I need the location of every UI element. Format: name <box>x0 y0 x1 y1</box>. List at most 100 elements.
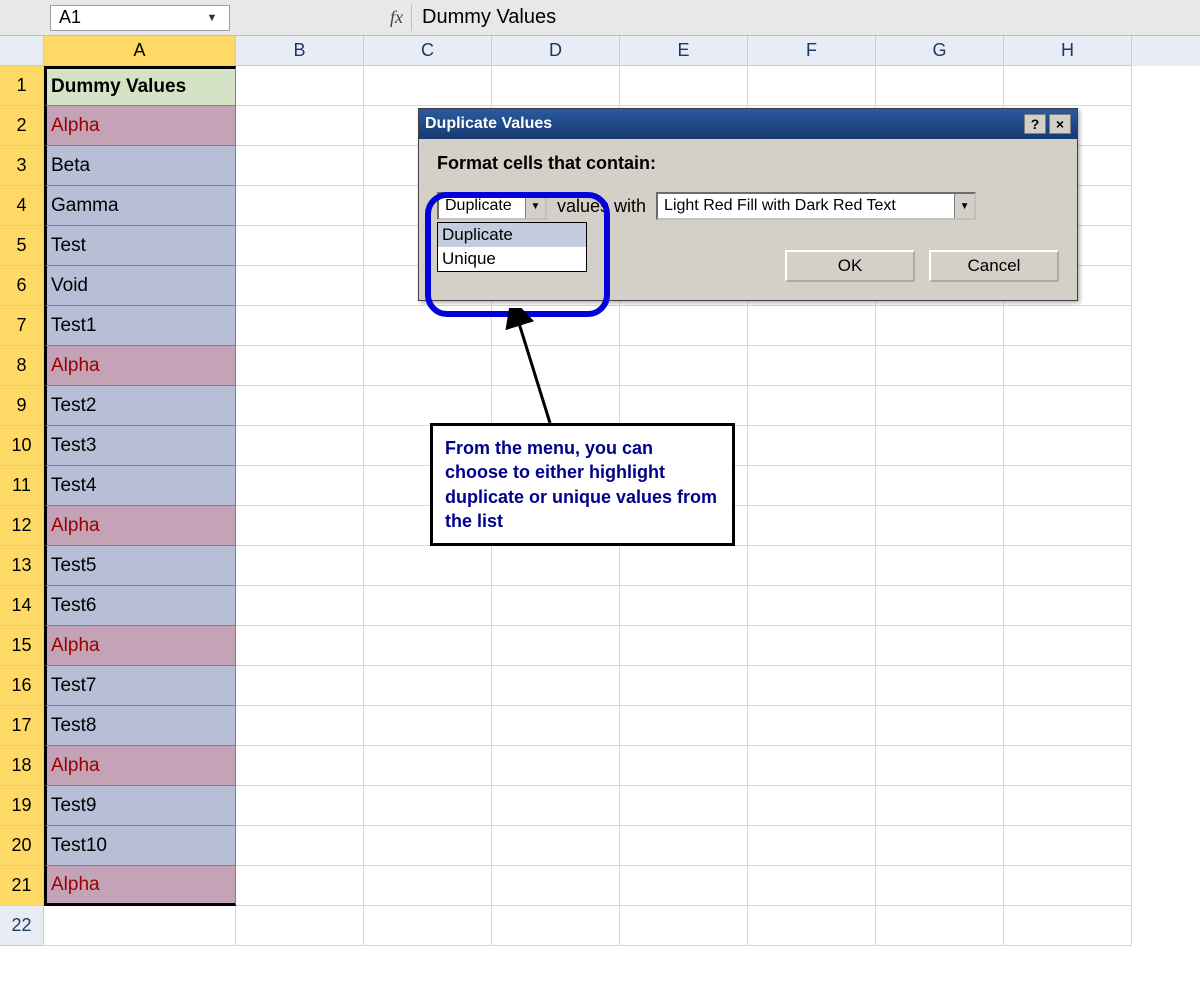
cell-H10[interactable] <box>1004 426 1132 466</box>
cell-A2[interactable]: Alpha <box>44 106 236 146</box>
cell-D17[interactable] <box>492 706 620 746</box>
cell-H15[interactable] <box>1004 626 1132 666</box>
cell-D13[interactable] <box>492 546 620 586</box>
row-header-14[interactable]: 14 <box>0 586 44 626</box>
type-dropdown-list[interactable]: Duplicate Unique <box>437 222 587 272</box>
cell-F7[interactable] <box>748 306 876 346</box>
cell-A9[interactable]: Test2 <box>44 386 236 426</box>
cell-C15[interactable] <box>364 626 492 666</box>
cell-E8[interactable] <box>620 346 748 386</box>
cell-G19[interactable] <box>876 786 1004 826</box>
cell-G18[interactable] <box>876 746 1004 786</box>
cell-G11[interactable] <box>876 466 1004 506</box>
column-header-D[interactable]: D <box>492 36 620 66</box>
row-header-17[interactable]: 17 <box>0 706 44 746</box>
cell-D7[interactable] <box>492 306 620 346</box>
cell-A3[interactable]: Beta <box>44 146 236 186</box>
row-header-8[interactable]: 8 <box>0 346 44 386</box>
cell-A21[interactable]: Alpha <box>44 866 236 906</box>
cell-B22[interactable] <box>236 906 364 946</box>
cell-E19[interactable] <box>620 786 748 826</box>
cell-G22[interactable] <box>876 906 1004 946</box>
cell-D21[interactable] <box>492 866 620 906</box>
cell-D16[interactable] <box>492 666 620 706</box>
cell-G1[interactable] <box>876 66 1004 106</box>
cell-A7[interactable]: Test1 <box>44 306 236 346</box>
cell-F16[interactable] <box>748 666 876 706</box>
cell-D19[interactable] <box>492 786 620 826</box>
row-header-7[interactable]: 7 <box>0 306 44 346</box>
cell-A17[interactable]: Test8 <box>44 706 236 746</box>
cell-H19[interactable] <box>1004 786 1132 826</box>
dialog-help-button[interactable]: ? <box>1024 114 1046 134</box>
row-header-4[interactable]: 4 <box>0 186 44 226</box>
cell-H8[interactable] <box>1004 346 1132 386</box>
cell-B19[interactable] <box>236 786 364 826</box>
cell-H14[interactable] <box>1004 586 1132 626</box>
row-header-16[interactable]: 16 <box>0 666 44 706</box>
cell-C21[interactable] <box>364 866 492 906</box>
row-header-15[interactable]: 15 <box>0 626 44 666</box>
type-option-duplicate[interactable]: Duplicate <box>438 223 586 247</box>
cell-H22[interactable] <box>1004 906 1132 946</box>
column-header-F[interactable]: F <box>748 36 876 66</box>
cell-F22[interactable] <box>748 906 876 946</box>
cell-B20[interactable] <box>236 826 364 866</box>
column-header-E[interactable]: E <box>620 36 748 66</box>
cell-A5[interactable]: Test <box>44 226 236 266</box>
cell-B8[interactable] <box>236 346 364 386</box>
cell-E21[interactable] <box>620 866 748 906</box>
cell-G17[interactable] <box>876 706 1004 746</box>
cell-A1[interactable]: Dummy Values <box>44 66 236 106</box>
cell-C1[interactable] <box>364 66 492 106</box>
cell-B17[interactable] <box>236 706 364 746</box>
cell-E9[interactable] <box>620 386 748 426</box>
cell-G8[interactable] <box>876 346 1004 386</box>
cell-B21[interactable] <box>236 866 364 906</box>
cell-A4[interactable]: Gamma <box>44 186 236 226</box>
row-header-3[interactable]: 3 <box>0 146 44 186</box>
fx-icon[interactable]: fx <box>390 5 412 31</box>
cell-H7[interactable] <box>1004 306 1132 346</box>
row-header-6[interactable]: 6 <box>0 266 44 306</box>
cell-B10[interactable] <box>236 426 364 466</box>
cancel-button[interactable]: Cancel <box>929 250 1059 282</box>
row-header-11[interactable]: 11 <box>0 466 44 506</box>
row-header-13[interactable]: 13 <box>0 546 44 586</box>
cell-F19[interactable] <box>748 786 876 826</box>
cell-G12[interactable] <box>876 506 1004 546</box>
cell-F11[interactable] <box>748 466 876 506</box>
cell-B18[interactable] <box>236 746 364 786</box>
column-header-H[interactable]: H <box>1004 36 1132 66</box>
cell-C8[interactable] <box>364 346 492 386</box>
row-header-2[interactable]: 2 <box>0 106 44 146</box>
cell-C7[interactable] <box>364 306 492 346</box>
cell-A15[interactable]: Alpha <box>44 626 236 666</box>
cell-B6[interactable] <box>236 266 364 306</box>
chevron-down-icon[interactable]: ▼ <box>954 194 974 218</box>
column-header-C[interactable]: C <box>364 36 492 66</box>
cell-E15[interactable] <box>620 626 748 666</box>
cell-G9[interactable] <box>876 386 1004 426</box>
cell-D8[interactable] <box>492 346 620 386</box>
cell-B2[interactable] <box>236 106 364 146</box>
cell-A22[interactable] <box>44 906 236 946</box>
dialog-close-button[interactable]: × <box>1049 114 1071 134</box>
cell-G14[interactable] <box>876 586 1004 626</box>
cell-H16[interactable] <box>1004 666 1132 706</box>
column-header-G[interactable]: G <box>876 36 1004 66</box>
cell-F1[interactable] <box>748 66 876 106</box>
cell-B3[interactable] <box>236 146 364 186</box>
row-header-1[interactable]: 1 <box>0 66 44 106</box>
cell-A11[interactable]: Test4 <box>44 466 236 506</box>
cell-F21[interactable] <box>748 866 876 906</box>
cell-G21[interactable] <box>876 866 1004 906</box>
cell-D22[interactable] <box>492 906 620 946</box>
cell-F9[interactable] <box>748 386 876 426</box>
cell-A6[interactable]: Void <box>44 266 236 306</box>
cell-B5[interactable] <box>236 226 364 266</box>
cell-B12[interactable] <box>236 506 364 546</box>
cell-B7[interactable] <box>236 306 364 346</box>
cell-A16[interactable]: Test7 <box>44 666 236 706</box>
row-header-9[interactable]: 9 <box>0 386 44 426</box>
